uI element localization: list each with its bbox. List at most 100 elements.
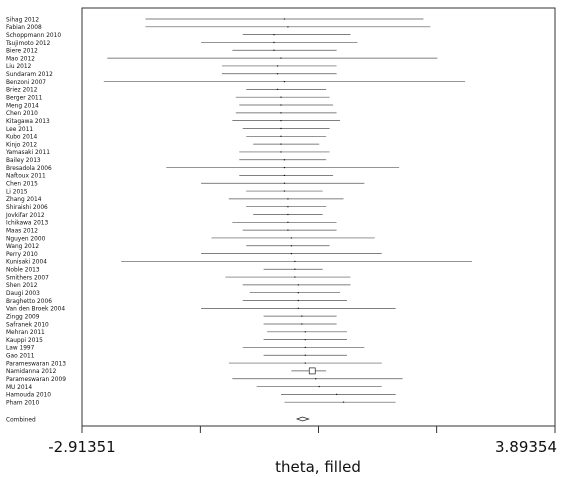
estimate-marker <box>290 237 292 239</box>
estimate-marker <box>283 166 286 169</box>
estimate-marker <box>280 143 282 145</box>
study-label: Parameswaran 2013 <box>6 359 66 367</box>
estimate-marker <box>273 34 275 36</box>
study-label: Nguyen 2000 <box>6 234 46 242</box>
estimate-marker <box>276 88 279 90</box>
study-label: Jovkifar 2012 <box>5 211 45 219</box>
x-tick-min-label: -2.91351 <box>48 438 115 456</box>
study-label: Chen 2010 <box>6 109 38 117</box>
study-label: Lee 2011 <box>6 125 33 133</box>
estimate-marker <box>280 104 282 106</box>
estimate-marker <box>315 378 317 380</box>
study-label: Yamasaki 2011 <box>5 148 50 156</box>
study-label: Perry 2010 <box>6 250 38 258</box>
study-label: Wang 2012 <box>6 242 39 250</box>
estimate-marker <box>318 385 320 388</box>
study-label: Liu 2012 <box>6 62 32 70</box>
study-label: Pham 2010 <box>6 398 40 406</box>
estimate-marker <box>294 268 296 270</box>
estimate-marker <box>297 299 299 302</box>
study-label: Li 2015 <box>6 187 28 195</box>
study-label: Chen 2015 <box>6 180 38 188</box>
estimate-marker <box>287 213 289 216</box>
study-label: Kubo 2014 <box>6 133 38 141</box>
study-label: Briez 2012 <box>6 86 38 94</box>
study-label: Shen 2012 <box>6 281 38 289</box>
study-label: Berger 2011 <box>6 94 43 102</box>
estimate-marker <box>273 41 275 44</box>
estimate-marker <box>280 120 282 122</box>
estimate-marker <box>304 346 306 349</box>
study-label: Schoppmann 2010 <box>6 31 61 39</box>
x-axis <box>81 425 556 433</box>
estimate-marker <box>280 57 282 59</box>
study-label: Sundaram 2012 <box>6 70 53 78</box>
study-label: Bailey 2013 <box>6 156 41 164</box>
study-label: Sihag 2012 <box>6 15 39 23</box>
study-label: Smithers 2007 <box>6 273 49 281</box>
estimate-marker <box>335 393 338 395</box>
estimate-marker <box>283 190 286 192</box>
study-label: Noble 2013 <box>6 266 40 274</box>
estimate-marker <box>294 276 296 278</box>
x-tick-max-label: 3.89354 <box>495 438 557 456</box>
estimate-marker <box>287 26 289 28</box>
study-label: Biere 2012 <box>6 47 38 55</box>
study-label: Kunisaki 2004 <box>6 258 47 266</box>
estimate-marker <box>304 339 306 341</box>
estimate-marker <box>280 127 282 130</box>
estimate-marker <box>273 49 275 51</box>
study-label: Law 1997 <box>6 344 35 352</box>
estimate-marker <box>301 323 303 325</box>
study-label: Namidanna 2012 <box>6 367 57 375</box>
study-label: Benzoni 2007 <box>6 78 46 86</box>
study-label: Kauppi 2015 <box>6 336 43 344</box>
study-label: Tsujimoto 2012 <box>5 39 51 47</box>
study-label: Naftoux 2011 <box>6 172 46 180</box>
estimate-marker <box>308 367 316 375</box>
study-label: Parameswaran 2009 <box>6 375 66 383</box>
estimate-marker <box>290 245 292 247</box>
study-label: Fabian 2008 <box>6 23 42 31</box>
x-axis-title: theta, filled <box>275 458 361 476</box>
estimate-marker <box>287 221 289 223</box>
estimate-marker <box>276 65 279 67</box>
estimate-marker <box>276 73 279 75</box>
estimate-marker <box>290 253 292 255</box>
estimate-marker <box>283 18 286 20</box>
study-label: Shiraishi 2006 <box>6 203 48 211</box>
study-label: Ichikawa 2013 <box>6 219 49 227</box>
estimate-marker <box>287 229 289 231</box>
estimate-marker <box>280 135 282 137</box>
study-label: Bresadola 2006 <box>6 164 52 172</box>
study-label: Kitagawa 2013 <box>6 117 50 125</box>
study-label: Safranek 2010 <box>6 320 49 328</box>
estimate-marker <box>280 151 282 153</box>
estimate-marker <box>283 80 286 83</box>
estimate-marker <box>287 198 289 200</box>
estimate-marker <box>283 159 286 161</box>
study-label: Maas 2012 <box>6 226 38 234</box>
estimate-marker <box>283 182 286 184</box>
study-label: MU 2014 <box>6 383 32 391</box>
estimate-marker <box>294 260 296 263</box>
estimate-marker <box>283 174 286 176</box>
study-label: Gao 2011 <box>6 352 35 360</box>
estimate-marker <box>280 112 282 114</box>
study-label: Kinjo 2012 <box>6 140 37 148</box>
study-label: Combined <box>6 415 36 423</box>
study-label: Hamouda 2010 <box>6 391 51 399</box>
estimate-marker <box>280 96 282 98</box>
study-label: Van den Broek 2004 <box>6 305 65 313</box>
study-label: Braghetto 2006 <box>6 297 52 305</box>
study-label: Zingg 2009 <box>6 312 40 320</box>
study-label: Mao 2012 <box>6 54 35 62</box>
estimate-marker <box>342 401 345 403</box>
estimate-marker <box>287 206 289 208</box>
estimate-marker <box>304 331 306 333</box>
estimate-marker <box>297 284 299 286</box>
estimate-marker <box>301 315 303 317</box>
study-label: Meng 2014 <box>6 101 39 109</box>
